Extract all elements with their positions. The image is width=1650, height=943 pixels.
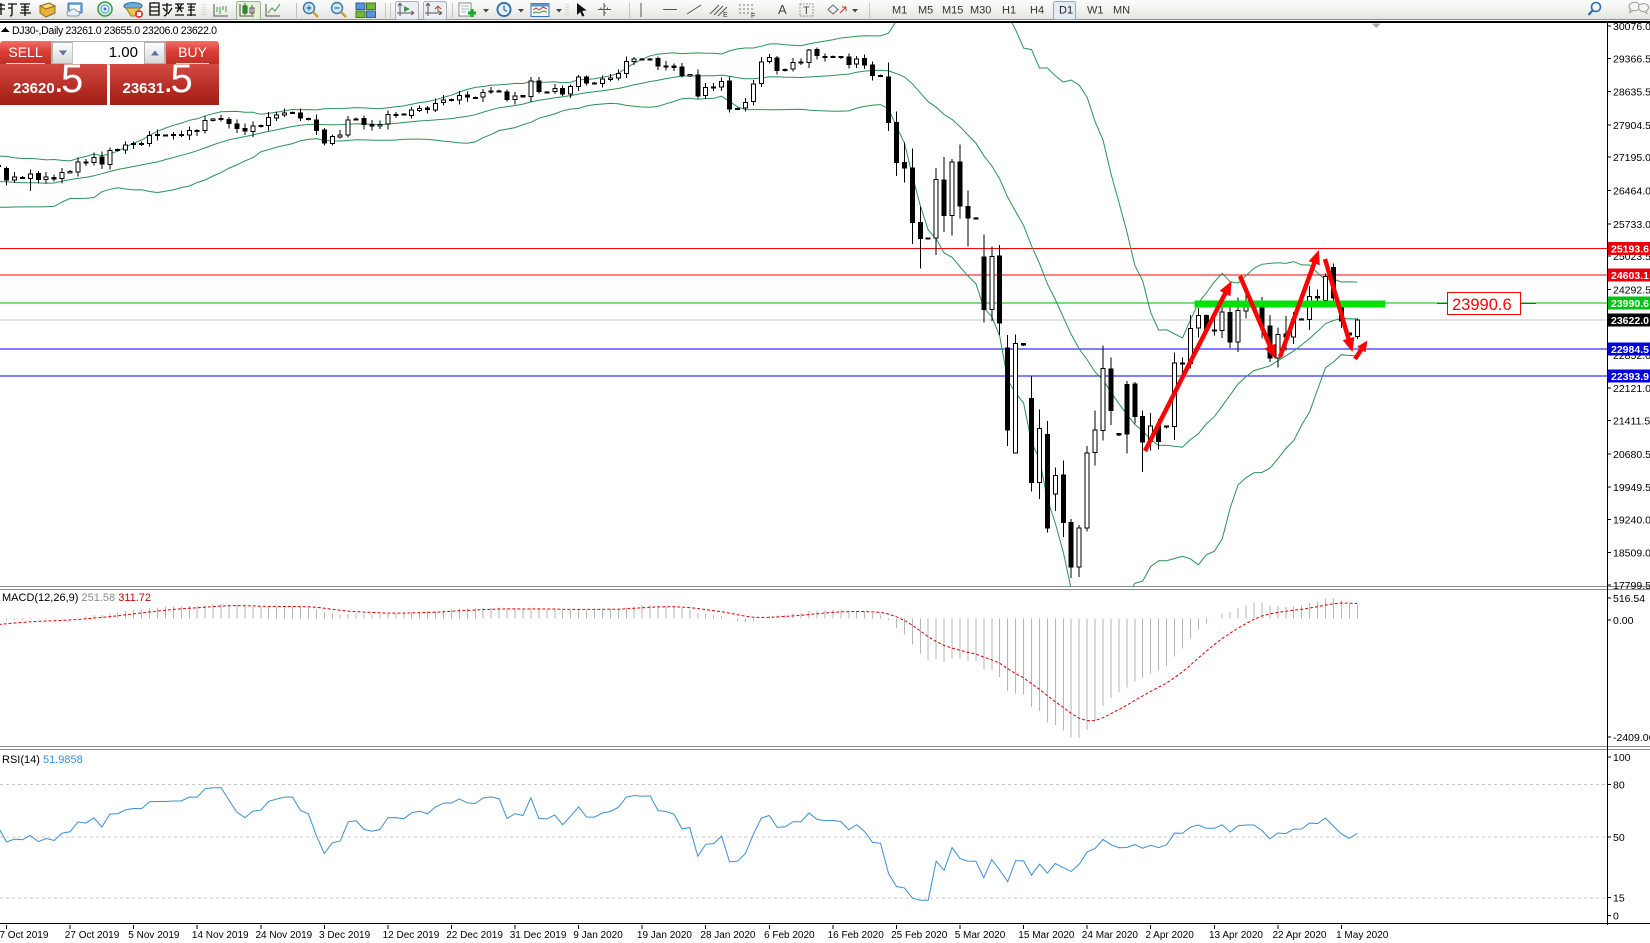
svg-text:20680.5: 20680.5 — [1613, 449, 1650, 461]
svg-text:18509.0: 18509.0 — [1613, 548, 1650, 560]
svg-text:16 Feb 2020: 16 Feb 2020 — [828, 930, 885, 941]
svg-text:-2409.06: -2409.06 — [1613, 732, 1650, 744]
svg-text:28 Jan 2020: 28 Jan 2020 — [700, 930, 755, 941]
svg-text:50: 50 — [1613, 832, 1625, 844]
svg-text:27904.5: 27904.5 — [1613, 120, 1650, 132]
svg-text:17799.5: 17799.5 — [1613, 580, 1650, 592]
svg-text:0.00: 0.00 — [1613, 615, 1634, 627]
svg-text:19240.0: 19240.0 — [1613, 514, 1650, 526]
svg-text:W1: W1 — [1087, 5, 1104, 17]
svg-text:12 Dec 2019: 12 Dec 2019 — [383, 930, 440, 941]
svg-text:0: 0 — [1613, 911, 1619, 923]
svg-text:M30: M30 — [970, 5, 991, 17]
svg-text:9 Jan 2020: 9 Jan 2020 — [573, 930, 623, 941]
svg-text:29366.5: 29366.5 — [1613, 53, 1650, 65]
svg-text:3 Dec 2019: 3 Dec 2019 — [319, 930, 371, 941]
svg-text:13 Apr 2020: 13 Apr 2020 — [1209, 930, 1263, 941]
svg-text:MACD(12,26,9) 251.58 311.72: MACD(12,26,9) 251.58 311.72 — [2, 592, 151, 604]
svg-text:23990.6: 23990.6 — [1611, 298, 1649, 310]
svg-text:22121.0: 22121.0 — [1613, 383, 1650, 395]
svg-text:516.54: 516.54 — [1613, 593, 1645, 605]
svg-text:A: A — [778, 2, 787, 17]
svg-text:22 Dec 2019: 22 Dec 2019 — [446, 930, 503, 941]
svg-text:25733.0: 25733.0 — [1613, 219, 1650, 231]
svg-text:28635.5: 28635.5 — [1613, 87, 1650, 99]
svg-text:25193.6: 25193.6 — [1611, 243, 1649, 255]
svg-text:MN: MN — [1113, 5, 1130, 17]
svg-text:23622.0: 23622.0 — [1611, 315, 1649, 327]
svg-text:23990.6: 23990.6 — [1452, 296, 1512, 314]
svg-text:22 Apr 2020: 22 Apr 2020 — [1273, 930, 1327, 941]
svg-text:M15: M15 — [942, 5, 963, 17]
svg-text:D1: D1 — [1059, 5, 1073, 17]
svg-text:1 May 2020: 1 May 2020 — [1336, 930, 1389, 941]
svg-text:F: F — [751, 13, 755, 20]
svg-text:24292.5: 24292.5 — [1613, 284, 1650, 296]
svg-text:5 Mar 2020: 5 Mar 2020 — [955, 930, 1006, 941]
svg-text:H4: H4 — [1030, 5, 1044, 17]
svg-text:E: E — [723, 12, 728, 19]
svg-text:27 Oct 2019: 27 Oct 2019 — [65, 930, 120, 941]
svg-text:19 Jan 2020: 19 Jan 2020 — [637, 930, 692, 941]
svg-text:100: 100 — [1613, 752, 1631, 764]
svg-text:M1: M1 — [892, 5, 907, 17]
svg-text:26464.0: 26464.0 — [1613, 186, 1650, 198]
svg-text:5 Nov 2019: 5 Nov 2019 — [128, 930, 180, 941]
svg-text:31 Dec 2019: 31 Dec 2019 — [510, 930, 567, 941]
svg-text:24 Nov 2019: 24 Nov 2019 — [256, 930, 313, 941]
svg-text:30076.0: 30076.0 — [1613, 21, 1650, 33]
svg-text:17 Oct 2019: 17 Oct 2019 — [0, 930, 49, 941]
svg-text:DJ30-,Daily 23261.0 23655.0 2: DJ30-,Daily 23261.0 23655.0 23206.0 2362… — [12, 25, 217, 37]
svg-text:H1: H1 — [1002, 5, 1016, 17]
svg-text:M5: M5 — [918, 5, 933, 17]
svg-text:T: T — [803, 5, 810, 17]
svg-text:2 Apr 2020: 2 Apr 2020 — [1145, 930, 1194, 941]
svg-text:25 Feb 2020: 25 Feb 2020 — [891, 930, 948, 941]
svg-text:22984.5: 22984.5 — [1611, 344, 1649, 356]
svg-text:80: 80 — [1613, 780, 1625, 792]
svg-text:21411.5: 21411.5 — [1613, 416, 1650, 428]
svg-text:6 Feb 2020: 6 Feb 2020 — [764, 930, 815, 941]
svg-text:14 Nov 2019: 14 Nov 2019 — [192, 930, 249, 941]
svg-text:24 Mar 2020: 24 Mar 2020 — [1082, 930, 1139, 941]
svg-text:RSI(14) 51.9858: RSI(14) 51.9858 — [2, 754, 83, 766]
svg-text:22393.9: 22393.9 — [1611, 371, 1649, 383]
svg-text:15 Mar 2020: 15 Mar 2020 — [1018, 930, 1075, 941]
svg-text:24603.1: 24603.1 — [1611, 270, 1649, 282]
svg-text:15: 15 — [1613, 893, 1625, 905]
svg-text:27195.0: 27195.0 — [1613, 152, 1650, 164]
svg-text:19949.5: 19949.5 — [1613, 482, 1650, 494]
